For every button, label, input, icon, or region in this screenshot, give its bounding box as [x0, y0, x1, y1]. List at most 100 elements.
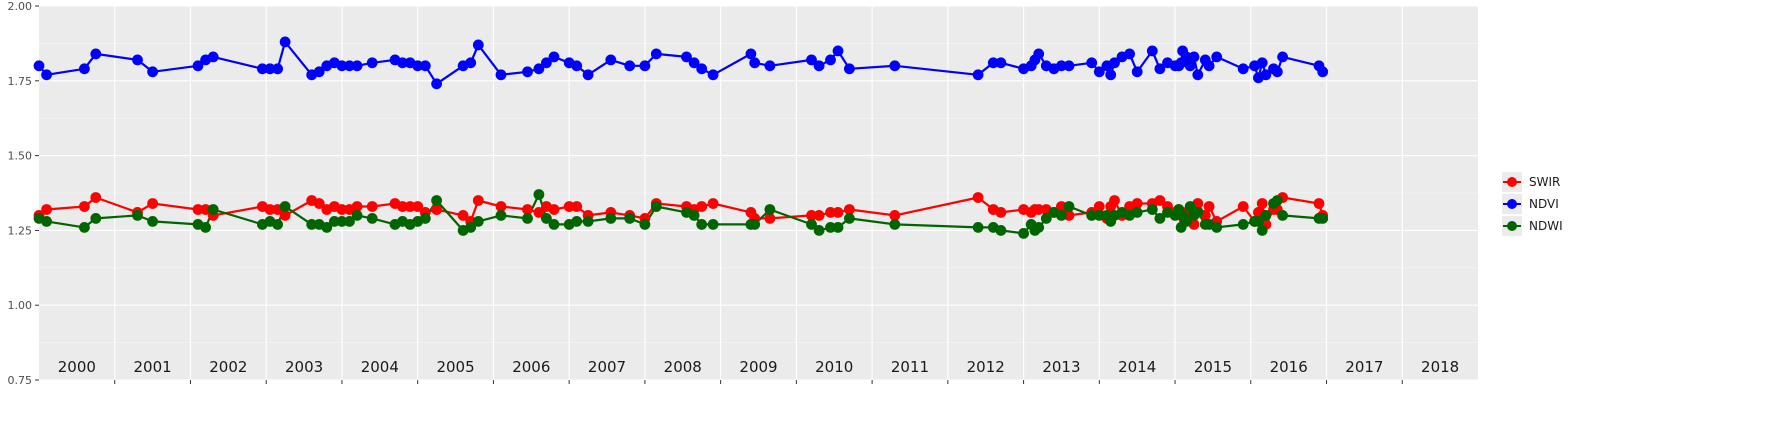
data-point-ndwi [541, 213, 552, 224]
data-point-ndwi [329, 216, 340, 227]
year-label: 2008 [664, 358, 702, 376]
legend-key-point [1507, 221, 1517, 231]
data-point-ndvi [41, 69, 52, 81]
data-point-ndwi [825, 222, 836, 233]
data-point-swir [412, 201, 424, 212]
data-point-ndvi [1105, 69, 1117, 81]
data-point-swir [366, 201, 378, 212]
data-point-ndvi [1256, 57, 1268, 69]
data-point-ndwi [1063, 201, 1075, 212]
data-point-swir [313, 198, 325, 209]
data-point-ndwi [79, 222, 90, 233]
data-point-ndwi [1277, 210, 1288, 221]
data-point-swir [764, 213, 776, 224]
year-label: 2006 [512, 358, 550, 376]
data-point-ndvi [132, 54, 143, 66]
data-point-ndvi [147, 66, 159, 78]
data-point-swir [404, 201, 416, 212]
data-point-ndwi [1146, 204, 1158, 215]
data-point-ndwi [688, 210, 700, 221]
data-point-ndvi [495, 69, 507, 81]
data-point-ndwi [995, 225, 1007, 236]
data-point-ndvi [1260, 69, 1272, 81]
data-point-ndvi [431, 78, 442, 90]
data-point-ndwi [344, 216, 355, 227]
y-tick-label: 1.50 [8, 150, 33, 163]
data-point-ndvi [412, 60, 424, 72]
data-point-ndwi [1253, 216, 1264, 227]
data-point-ndvi [745, 48, 757, 60]
data-point-ndvi [1033, 48, 1045, 60]
data-point-ndvi [571, 60, 583, 72]
data-point-ndwi [41, 216, 52, 227]
data-point-ndwi [533, 189, 545, 200]
y-tick-label: 1.00 [8, 299, 33, 312]
data-point-ndwi [832, 222, 844, 233]
y-tick-label: 0.75 [8, 374, 33, 387]
year-label: 2016 [1270, 358, 1308, 376]
data-point-swir [495, 201, 507, 212]
data-point-ndvi [541, 57, 552, 69]
data-point-ndvi [533, 63, 545, 75]
data-point-ndvi [548, 51, 560, 63]
data-point-ndvi [1192, 69, 1204, 81]
data-point-swir [563, 201, 575, 212]
data-point-swir [1203, 201, 1215, 212]
data-point-ndvi [1131, 66, 1143, 78]
year-label: 2011 [891, 358, 929, 376]
data-point-ndvi [264, 63, 276, 75]
data-point-ndvi [605, 54, 617, 66]
data-point-ndvi [1277, 51, 1288, 63]
data-point-ndwi [813, 225, 825, 236]
data-point-ndwi [1040, 213, 1052, 224]
data-point-ndvi [1184, 60, 1196, 72]
grid-minor [39, 43, 1478, 343]
data-point-swir [279, 210, 291, 221]
year-label: 2017 [1345, 358, 1383, 376]
data-point-ndwi [650, 201, 662, 212]
data-point-swir [832, 207, 844, 218]
data-point-ndvi [995, 57, 1007, 69]
data-point-ndwi [1056, 210, 1067, 221]
data-point-swir [571, 201, 583, 212]
year-label: 2013 [1042, 358, 1080, 376]
data-point-ndwi [1260, 210, 1272, 221]
data-point-ndwi [696, 219, 708, 230]
data-point-ndvi [1146, 45, 1158, 57]
data-point-ndvi [764, 60, 776, 72]
data-point-ndvi [688, 57, 700, 69]
data-point-swir [79, 201, 90, 212]
data-point-swir [548, 204, 560, 215]
data-point-swir [707, 198, 719, 209]
year-label: 2002 [209, 358, 247, 376]
data-point-ndvi [90, 48, 102, 60]
data-point-ndwi [272, 219, 283, 230]
data-point-ndwi [495, 210, 507, 221]
data-point-ndvi [987, 57, 999, 69]
year-label: 2010 [815, 358, 853, 376]
data-point-ndvi [33, 60, 45, 72]
data-point-swir [192, 204, 204, 215]
legend-label-ndwi: NDWI [1529, 219, 1563, 233]
data-point-swir [264, 204, 276, 215]
legend-key-point [1507, 177, 1517, 187]
year-label: 2001 [134, 358, 172, 376]
year-label: 2003 [285, 358, 323, 376]
series-points [33, 36, 1329, 239]
data-point-ndwi [522, 213, 533, 224]
year-label: 2014 [1118, 358, 1156, 376]
data-point-swir [1313, 198, 1325, 209]
data-point-ndwi [844, 213, 855, 224]
data-point-ndwi [972, 222, 984, 233]
data-point-ndwi [1033, 222, 1045, 233]
data-point-ndwi [1192, 207, 1204, 218]
data-point-ndwi [889, 219, 901, 230]
data-point-swir [1056, 201, 1067, 212]
data-point-swir [522, 204, 533, 215]
data-point-ndwi [306, 219, 318, 230]
data-point-swir [472, 195, 484, 206]
data-point-ndvi [1063, 60, 1075, 72]
year-label: 2007 [588, 358, 626, 376]
data-point-ndwi [147, 216, 159, 227]
grid-major [39, 5, 1478, 381]
